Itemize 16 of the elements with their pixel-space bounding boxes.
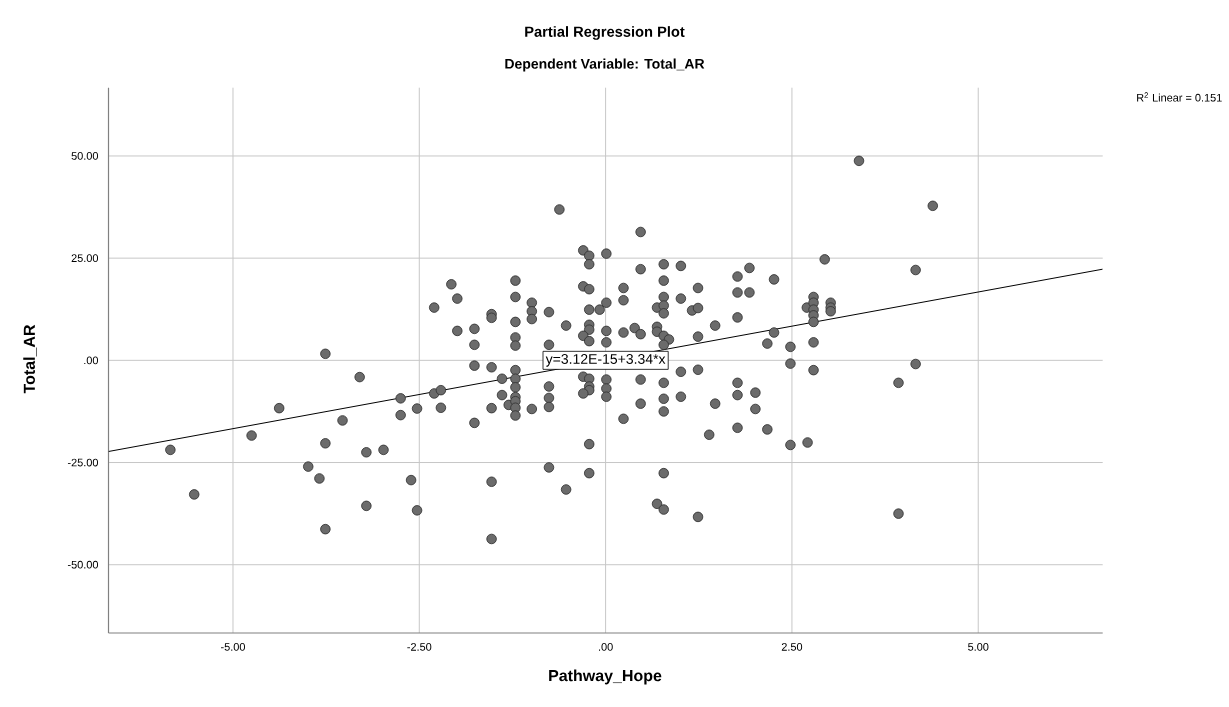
chart-title: Partial Regression Plot <box>525 26 685 40</box>
x-tick-label: -5.00 <box>220 643 245 651</box>
y-tick-label: 25.00 <box>71 254 99 263</box>
y-axis-title: Total_AR <box>23 324 37 394</box>
text: R$^{2}$ Linear = 0.151 <box>1137 92 1222 102</box>
y-tick-label: 50.00 <box>71 152 99 160</box>
y-tick-label: -25.00 <box>67 458 99 467</box>
x-tick-label: .00 <box>599 643 613 651</box>
x-tick-label: 2.50 <box>781 643 803 651</box>
x-tick-label: -2.50 <box>407 643 432 651</box>
chart-subtitle: Dependent Variable: Total_AR <box>505 58 705 72</box>
x-tick-label: 5.00 <box>968 643 989 651</box>
y-tick-label: .00 <box>84 356 99 365</box>
x-axis-title: Pathway_Hope <box>549 669 662 685</box>
y-tick-label: -50.00 <box>67 560 99 569</box>
annotation: y=3.12E-15+3.34*x <box>545 354 666 367</box>
